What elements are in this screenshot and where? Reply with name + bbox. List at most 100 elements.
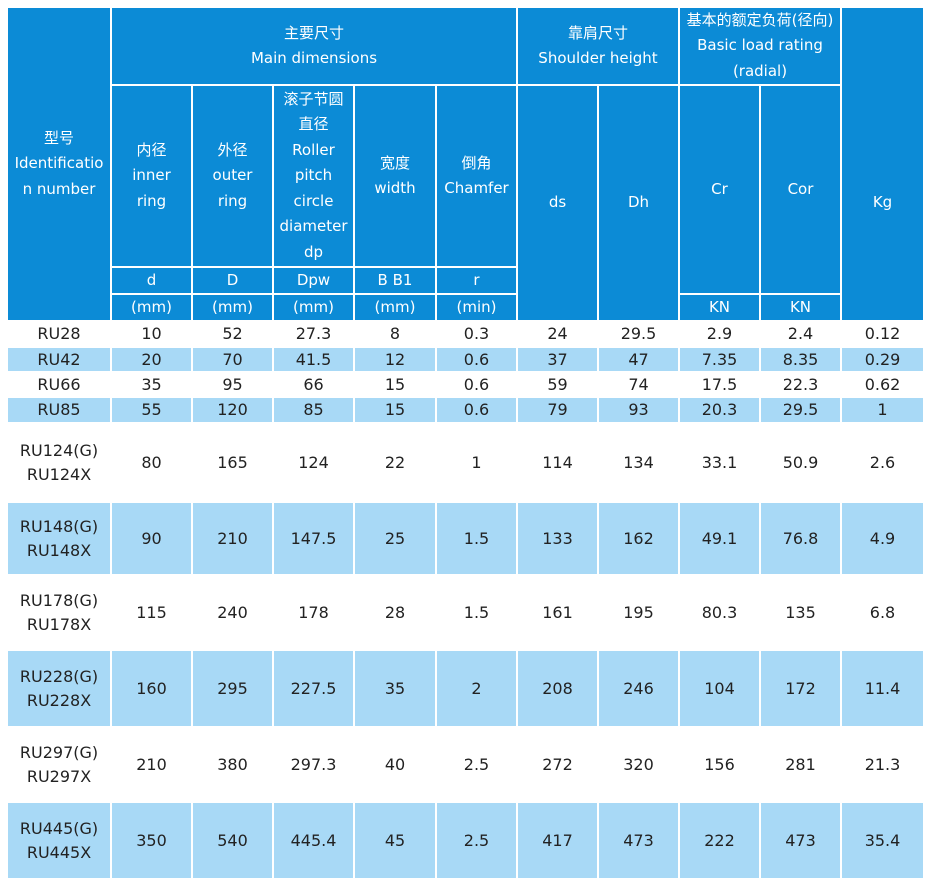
cell-text: 0.6: [463, 349, 490, 369]
cell-text: RU148X: [26, 540, 92, 560]
value-cell: 11.4: [842, 651, 925, 728]
value-cell: 85: [274, 398, 355, 424]
cell-text: Kg: [872, 193, 893, 212]
value-cell: 297.3: [274, 728, 355, 803]
cell-text: diameter: [279, 217, 348, 236]
column-label: ds: [518, 86, 599, 322]
value-cell: 10: [112, 322, 193, 348]
cell-text: 80.3: [701, 602, 738, 622]
cell-text: 外径: [217, 140, 248, 159]
row-id: RU445(G) RU445X: [8, 803, 112, 880]
cell-text: 21.3: [864, 754, 901, 774]
cell-text: 134: [623, 452, 654, 472]
value-cell: 66: [274, 373, 355, 398]
value-cell: 28: [355, 576, 437, 651]
value-cell: 80: [112, 424, 193, 503]
value-cell: 161: [518, 576, 599, 651]
column-symbol: B B1: [355, 268, 437, 295]
column-symbol: r: [437, 268, 518, 295]
cell-text: RU445X: [26, 842, 92, 862]
column-label: Kg: [842, 86, 925, 322]
header-cell: 靠肩尺寸 Shoulder height: [518, 8, 680, 86]
cell-text: RU297(G): [19, 742, 99, 762]
cell-text: RU178(G): [19, 590, 99, 610]
value-cell: 0.3: [437, 322, 518, 348]
cell-text: 50.9: [782, 452, 819, 472]
cell-text: 66: [303, 374, 324, 394]
column-symbol: Dpw: [274, 268, 355, 295]
cell-text: 70: [222, 349, 243, 369]
value-cell: 15: [355, 373, 437, 398]
cell-text: circle: [293, 191, 334, 210]
cell-text: 350: [136, 830, 167, 850]
cell-text: 8.35: [782, 349, 819, 369]
cell-text: 156: [704, 754, 735, 774]
cell-text: Identificatio: [14, 154, 104, 173]
cell-text: RU178X: [26, 614, 92, 634]
cell-text: 2.5: [463, 830, 490, 850]
cell-text: 93: [628, 400, 649, 419]
cell-text: 90: [141, 528, 162, 548]
value-cell: 135: [761, 576, 842, 651]
value-cell: 1: [842, 398, 925, 424]
cell-text: 272: [542, 754, 573, 774]
cell-text: 型号: [43, 128, 74, 147]
value-cell: 2.9: [680, 322, 761, 348]
cell-text: Roller: [292, 140, 335, 159]
row-id: RU178(G) RU178X: [8, 576, 112, 651]
value-cell: 50.9: [761, 424, 842, 503]
value-cell: 162: [599, 503, 680, 576]
value-cell: 210: [193, 503, 274, 576]
cell-text: 0.29: [864, 349, 901, 369]
cell-text: (mm): [293, 297, 334, 316]
cell-text: 79: [547, 400, 568, 419]
cell-text: 41.5: [295, 349, 332, 369]
cell-text: RU228X: [26, 690, 92, 710]
value-cell: 37: [518, 348, 599, 373]
value-cell: 473: [761, 803, 842, 880]
value-cell: 160: [112, 651, 193, 728]
cell-text: 主要尺寸: [283, 23, 344, 42]
cell-text: 35: [141, 374, 162, 394]
row-id: RU28: [8, 322, 112, 348]
value-cell: 17.5: [680, 373, 761, 398]
column-label: 滚子节圆 直径 Roller pitch circle diameter dp: [274, 86, 355, 268]
cell-text: KN: [708, 297, 731, 316]
value-cell: 0.6: [437, 348, 518, 373]
value-cell: 93: [599, 398, 680, 424]
cell-text: 473: [623, 830, 654, 850]
cell-text: 倒角: [461, 153, 492, 172]
cell-text: (mm): [374, 297, 416, 316]
cell-text: 165: [217, 452, 248, 472]
cell-text: 161: [542, 602, 573, 622]
cell-text: 40: [384, 754, 406, 774]
cell-text: 17.5: [701, 374, 738, 394]
column-label: 内径 inner ring: [112, 86, 193, 268]
value-cell: 20.3: [680, 398, 761, 424]
cell-text: 直径: [298, 115, 329, 134]
cell-text: 1.5: [463, 528, 490, 548]
cell-text: 35.4: [864, 830, 901, 850]
cell-text: d: [146, 270, 157, 289]
cell-text: 417: [542, 830, 573, 850]
value-cell: 2.5: [437, 803, 518, 880]
value-cell: 90: [112, 503, 193, 576]
cell-text: 320: [623, 754, 654, 774]
value-cell: 0.29: [842, 348, 925, 373]
cell-text: 178: [298, 602, 329, 622]
cell-text: 35: [384, 678, 406, 698]
column-label: 宽度 width: [355, 86, 437, 268]
cell-text: ds: [548, 193, 567, 212]
cell-text: 0.62: [864, 374, 901, 394]
row-id: RU124(G) RU124X: [8, 424, 112, 503]
cell-text: 95: [222, 374, 243, 394]
cell-text: 29.5: [782, 400, 819, 419]
column-label: Cor: [761, 86, 842, 295]
cell-text: Dh: [627, 193, 650, 212]
cell-text: inner: [132, 166, 171, 185]
value-cell: 2.5: [437, 728, 518, 803]
cell-text: 8: [389, 324, 401, 343]
column-label: Cr: [680, 86, 761, 295]
cell-text: RU85: [37, 400, 81, 419]
cell-text: 281: [785, 754, 816, 774]
